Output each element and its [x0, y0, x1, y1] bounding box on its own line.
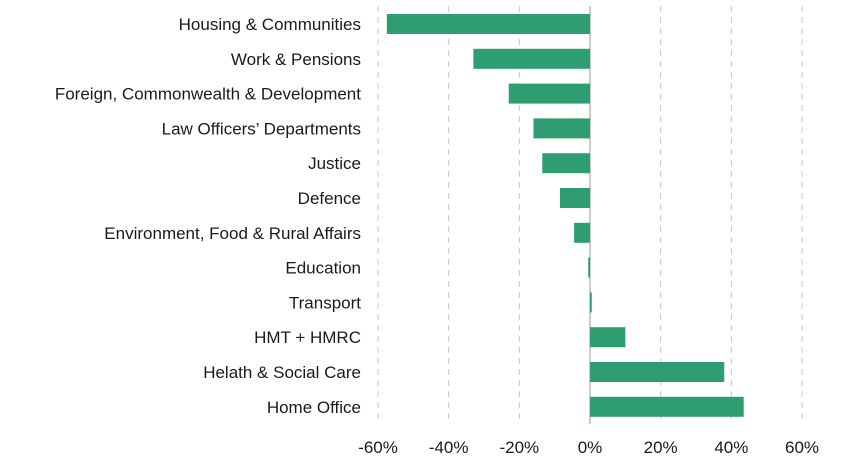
x-tick-label: -20%	[499, 438, 539, 457]
bar	[574, 222, 590, 243]
category-label: Home Office	[267, 398, 361, 417]
x-tick-label: 40%	[714, 438, 748, 457]
category-label: Environment, Food & Rural Affairs	[104, 224, 361, 243]
category-labels: Housing & Communities Work & Pensions Fore…	[55, 15, 361, 417]
bar	[473, 48, 590, 69]
category-label: Foreign, Commonwealth & Development	[55, 85, 361, 104]
category-label: Law Officers’ Departments	[162, 119, 361, 138]
bar	[533, 118, 590, 139]
bar	[590, 362, 725, 382]
x-tick-label: -60%	[358, 438, 398, 457]
category-label: Education	[285, 259, 361, 278]
x-tick-label: -40%	[429, 438, 469, 457]
bar	[559, 188, 590, 208]
bar	[590, 396, 744, 417]
category-label: HMT + HMRC	[254, 328, 361, 347]
bar	[508, 83, 590, 104]
bar	[542, 153, 590, 174]
bar	[590, 292, 592, 313]
x-tick-label: 0%	[578, 438, 603, 457]
category-label: Work & Pensions	[231, 50, 361, 69]
x-tick-labels: -60% -40% -20% 0% 20% 40% 60%	[358, 438, 819, 457]
bar	[588, 257, 590, 278]
bars	[386, 14, 744, 417]
category-label: Transport	[289, 293, 361, 312]
category-label: Justice	[308, 154, 361, 173]
category-label: Housing & Communities	[179, 15, 361, 34]
bar	[386, 14, 590, 34]
gridlines	[377, 6, 803, 424]
category-label: Defence	[298, 189, 361, 208]
x-tick-label: 60%	[785, 438, 819, 457]
category-label: Helath & Social Care	[203, 363, 361, 382]
bar	[590, 327, 626, 348]
x-tick-label: 20%	[644, 438, 678, 457]
